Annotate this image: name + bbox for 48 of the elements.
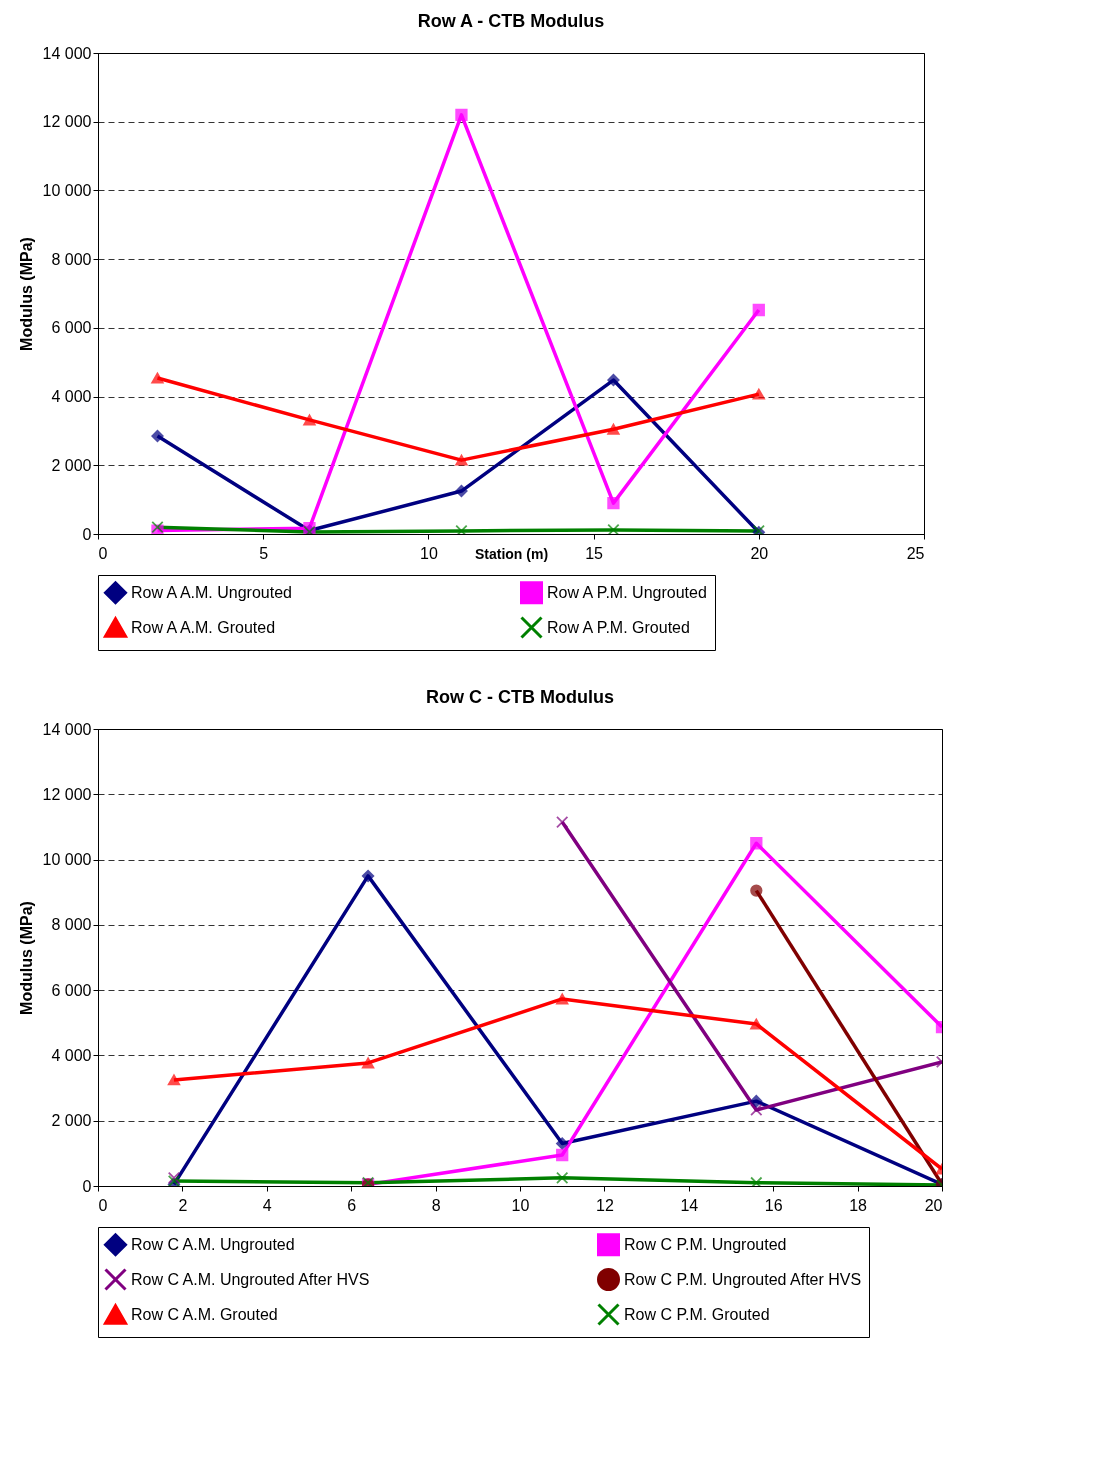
y-tick-label: 10 000 [42, 181, 92, 199]
y-tick-label: 4 000 [51, 1046, 92, 1064]
x-tick-label: 8 [431, 1196, 441, 1214]
y-tick-label: 8 000 [51, 916, 92, 934]
x-tick-label: 0 [98, 544, 108, 562]
y-axis-title: Modulus (MPa) [17, 237, 35, 351]
x-tick-label: 5 [259, 544, 269, 562]
x-tick-label: 0 [98, 1196, 108, 1214]
chart-title: Row C - CTB Modulus [426, 687, 614, 707]
y-tick-label: 4 000 [51, 388, 92, 406]
x-tick-label: 10 [511, 1196, 530, 1214]
x-axis-title: Station (m) [474, 545, 549, 562]
y-tick-label: 14 000 [42, 44, 92, 62]
legend-label: Row C A.M. Ungrouted After HVS [131, 1270, 370, 1288]
legend-label: Row C A.M. Grouted [131, 1305, 278, 1323]
y-tick-label: 2 000 [51, 456, 92, 474]
legend-label: Row A A.M. Ungrouted [131, 583, 292, 601]
legend-label: Row A A.M. Grouted [131, 618, 276, 636]
x-tick-label: 14 [680, 1196, 699, 1214]
legend-label: Row A P.M. Grouted [547, 618, 690, 636]
x-tick-label: 12 [596, 1196, 614, 1214]
y-tick-label: 2 000 [51, 1112, 92, 1130]
y-tick-label: 0 [82, 1177, 92, 1195]
y-tick-label: 14 000 [42, 720, 92, 738]
x-tick-label: 2 [178, 1196, 188, 1214]
x-tick-label: 18 [849, 1196, 868, 1214]
legend-label: Row C P.M. Ungrouted [624, 1235, 787, 1253]
legend-label: Row C A.M. Ungrouted [131, 1235, 295, 1253]
y-tick-label: 0 [82, 525, 92, 543]
y-tick-label: 6 000 [51, 319, 92, 337]
y-tick-label: 8 000 [51, 250, 92, 268]
y-tick-label: 10 000 [42, 851, 92, 869]
x-tick-label: 20 [924, 1196, 943, 1214]
y-tick-label: 6 000 [51, 981, 92, 999]
legend-label: Row C P.M. Ungrouted After HVS [624, 1270, 862, 1288]
x-tick-label: 16 [764, 1196, 783, 1214]
x-tick-label: 10 [420, 544, 438, 562]
x-tick-label: 6 [347, 1196, 357, 1214]
legend-label: Row C P.M. Grouted [624, 1305, 770, 1323]
x-tick-label: 25 [906, 544, 925, 562]
y-axis-title: Modulus (MPa) [17, 901, 35, 1015]
x-tick-label: 20 [750, 544, 769, 562]
x-tick-label: 4 [262, 1196, 272, 1214]
x-tick-label: 15 [585, 544, 604, 562]
legend-label: Row A P.M. Ungrouted [547, 583, 707, 601]
y-tick-label: 12 000 [42, 785, 92, 803]
y-tick-label: 12 000 [42, 113, 92, 131]
chart-title: Row A - CTB Modulus [417, 11, 605, 31]
